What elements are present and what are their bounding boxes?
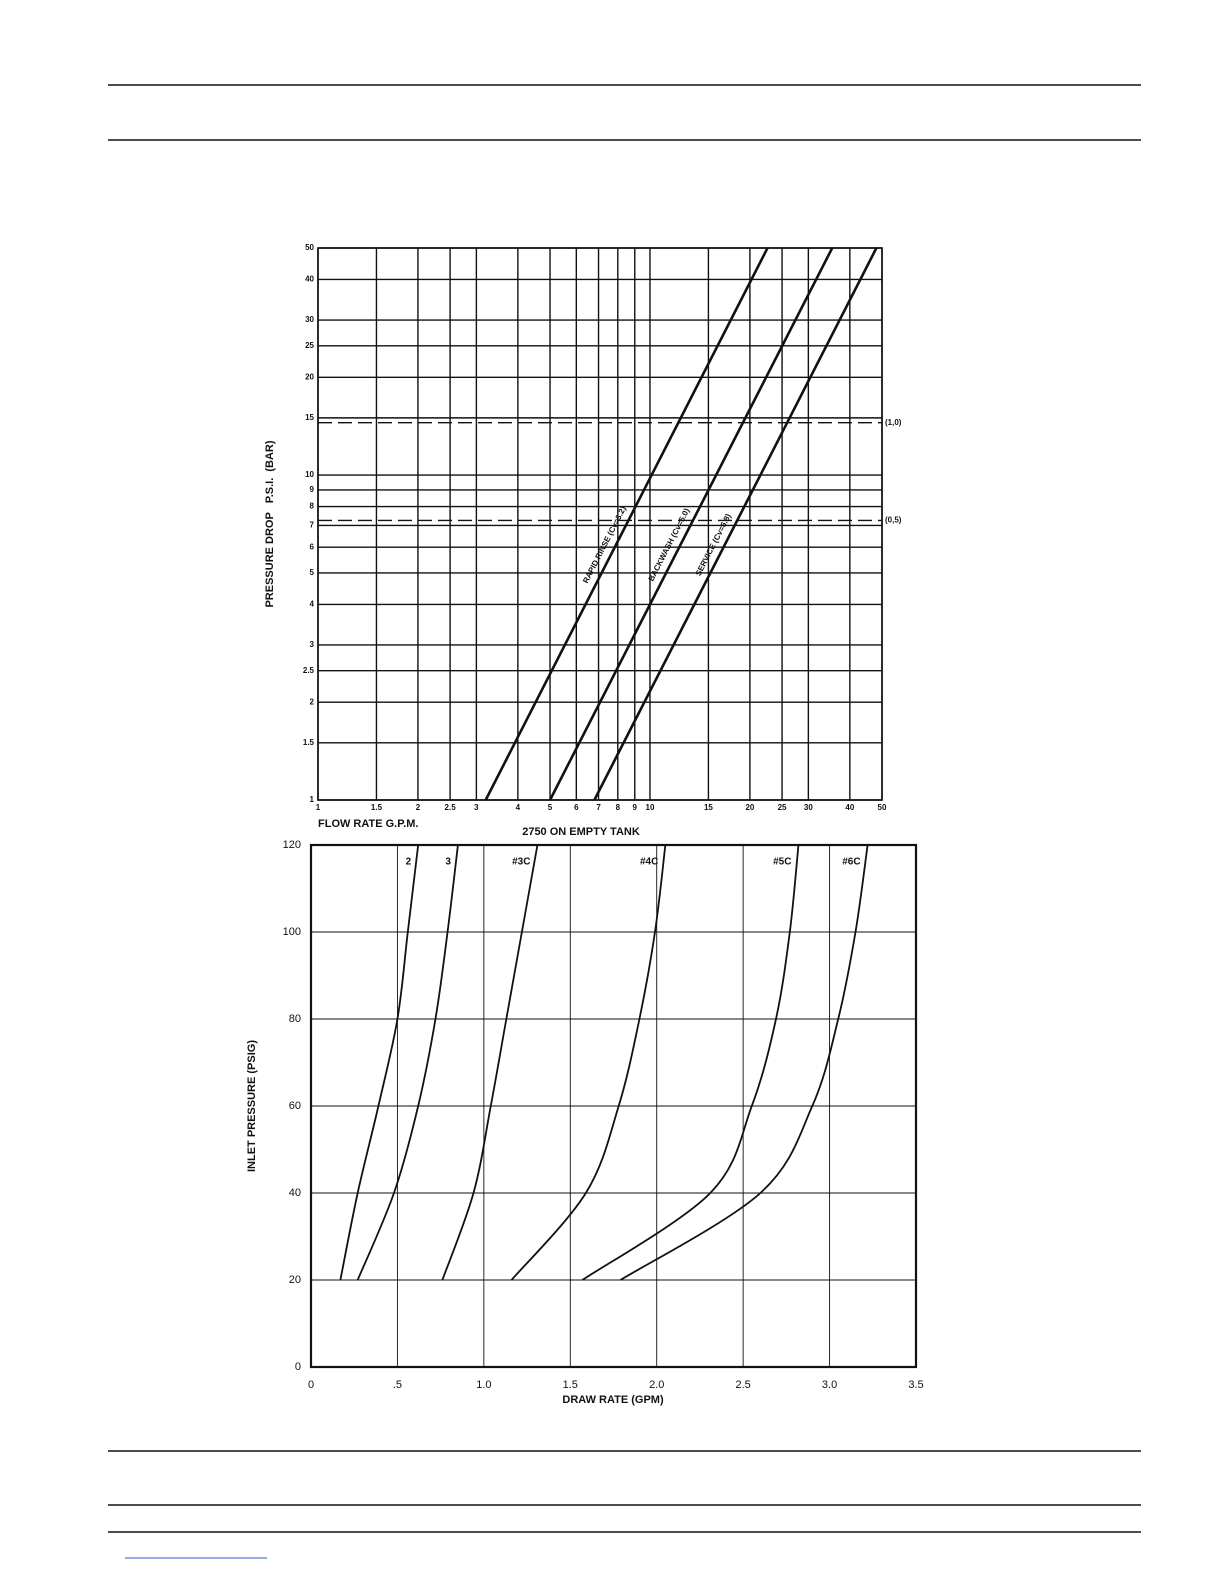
x-tick-label: 30 <box>804 803 813 812</box>
series-label: #6C <box>842 857 860 868</box>
series-line <box>356 844 459 1281</box>
series-label: #3C <box>512 857 530 868</box>
series-line <box>339 844 420 1281</box>
x-tick-label: 8 <box>616 803 621 812</box>
y-tick-label: 1.5 <box>303 738 315 747</box>
x-tick-label: 2.0 <box>649 1379 664 1391</box>
x-tick-label: 15 <box>704 803 713 812</box>
y-tick-label: 5 <box>310 568 315 577</box>
series-line <box>548 247 834 801</box>
y-tick-label: 7 <box>310 521 315 530</box>
x-tick-label: 6 <box>574 803 579 812</box>
x-axis-label: DRAW RATE (GPM) <box>562 1394 664 1406</box>
y-tick-label: 50 <box>305 243 314 252</box>
series-line <box>593 247 878 801</box>
y-tick-label: 4 <box>310 599 315 608</box>
y-tick-label: 40 <box>305 275 314 284</box>
x-tick-label: 7 <box>596 803 601 812</box>
y-tick-label: 60 <box>289 1100 301 1112</box>
y-tick-label: 20 <box>289 1274 301 1286</box>
x-tick-label: .5 <box>393 1379 402 1391</box>
series-line <box>619 844 869 1281</box>
series-label: 3 <box>445 857 451 868</box>
x-axis-label: FLOW RATE G.P.M. <box>318 818 418 830</box>
x-tick-label: 20 <box>745 803 754 812</box>
chart: 1 1.5 2 2.5 3 4 5 6 7 8 9 10 15 20 25 30 40 50 1 1.5 2 2.5 3 4 5… <box>264 243 902 830</box>
y-tick-label: 8 <box>310 502 315 511</box>
x-tick-label: 3.0 <box>822 1379 837 1391</box>
x-tick-label: 2.5 <box>445 803 457 812</box>
series-line <box>510 844 667 1281</box>
y-tick-label: 120 <box>283 839 301 851</box>
y-tick-label: 100 <box>283 926 301 938</box>
series-label: #5C <box>773 857 791 868</box>
series-line <box>581 844 800 1281</box>
x-tick-label: 10 <box>646 803 655 812</box>
chart-title: 2750 ON EMPTY TANK <box>522 826 640 838</box>
x-tick-label: 1 <box>316 803 321 812</box>
x-tick-label: 50 <box>878 803 887 812</box>
x-tick-label: 1.5 <box>371 803 383 812</box>
x-tick-label: 0 <box>308 1379 314 1391</box>
y-tick-label: 40 <box>289 1187 301 1199</box>
reference-label: (0,5) <box>885 516 902 525</box>
y-tick-label: 30 <box>305 315 314 324</box>
chart: 0 .5 1.0 1.5 2.0 2.5 3.0 3.5 0 20 40 60 80 100 120 2 3 #3… <box>246 826 924 1406</box>
y-axis-label: INLET PRESSURE (PSIG) <box>246 1040 258 1172</box>
x-tick-label: 3 <box>474 803 479 812</box>
y-tick-label: 0 <box>295 1361 301 1373</box>
y-axis-label: PRESSURE DROP P.S.I. (BAR) <box>264 440 276 607</box>
series-line <box>441 844 539 1281</box>
x-tick-label: 2 <box>416 803 421 812</box>
y-tick-label: 15 <box>305 413 314 422</box>
y-tick-label: 25 <box>305 341 314 350</box>
y-tick-label: 10 <box>305 470 314 479</box>
series-label: 2 <box>406 857 412 868</box>
y-tick-label: 20 <box>305 372 314 381</box>
x-tick-label: 1.5 <box>563 1379 578 1391</box>
x-tick-label: 9 <box>633 803 638 812</box>
y-tick-label: 80 <box>289 1013 301 1025</box>
y-tick-label: 2 <box>310 697 315 706</box>
series-label: #4C <box>640 857 658 868</box>
reference-label: (1,0) <box>885 418 902 427</box>
x-tick-label: 5 <box>548 803 553 812</box>
y-tick-label: 9 <box>310 485 315 494</box>
x-tick-label: 1.0 <box>476 1379 491 1391</box>
series-line <box>484 247 769 801</box>
series-label: BACKWASH (Cv=5.0) <box>647 507 692 583</box>
y-tick-label: 1 <box>310 795 315 804</box>
x-tick-label: 4 <box>516 803 521 812</box>
plot-frame <box>317 247 883 801</box>
y-tick-label: 6 <box>310 542 315 551</box>
x-tick-label: 3.5 <box>908 1379 923 1391</box>
x-tick-label: 40 <box>845 803 854 812</box>
y-tick-label: 3 <box>310 640 315 649</box>
plot-frame <box>309 843 918 1369</box>
y-tick-label: 2.5 <box>303 666 315 675</box>
x-tick-label: 25 <box>778 803 787 812</box>
x-tick-label: 2.5 <box>735 1379 750 1391</box>
